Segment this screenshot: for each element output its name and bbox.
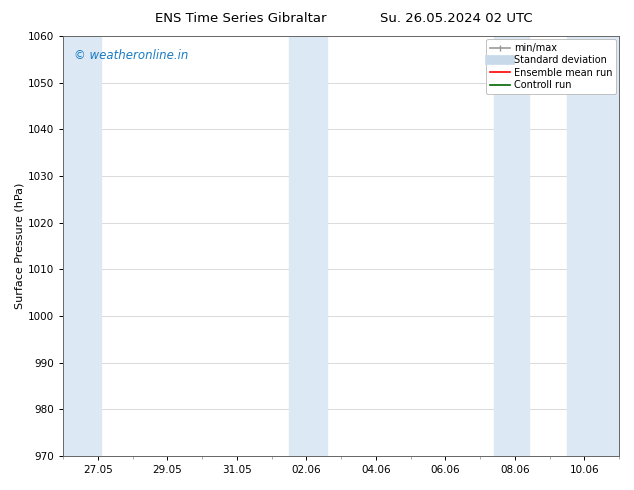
Legend: min/max, Standard deviation, Ensemble mean run, Controll run: min/max, Standard deviation, Ensemble me…	[486, 39, 616, 94]
Bar	[494, 36, 529, 456]
Y-axis label: Surface Pressure (hPa): Surface Pressure (hPa)	[15, 183, 25, 309]
Text: Su. 26.05.2024 02 UTC: Su. 26.05.2024 02 UTC	[380, 12, 533, 25]
Bar	[63, 36, 101, 456]
Bar	[289, 36, 327, 456]
Text: ENS Time Series Gibraltar: ENS Time Series Gibraltar	[155, 12, 327, 25]
Text: © weatheronline.in: © weatheronline.in	[74, 49, 188, 62]
Bar	[567, 36, 619, 456]
